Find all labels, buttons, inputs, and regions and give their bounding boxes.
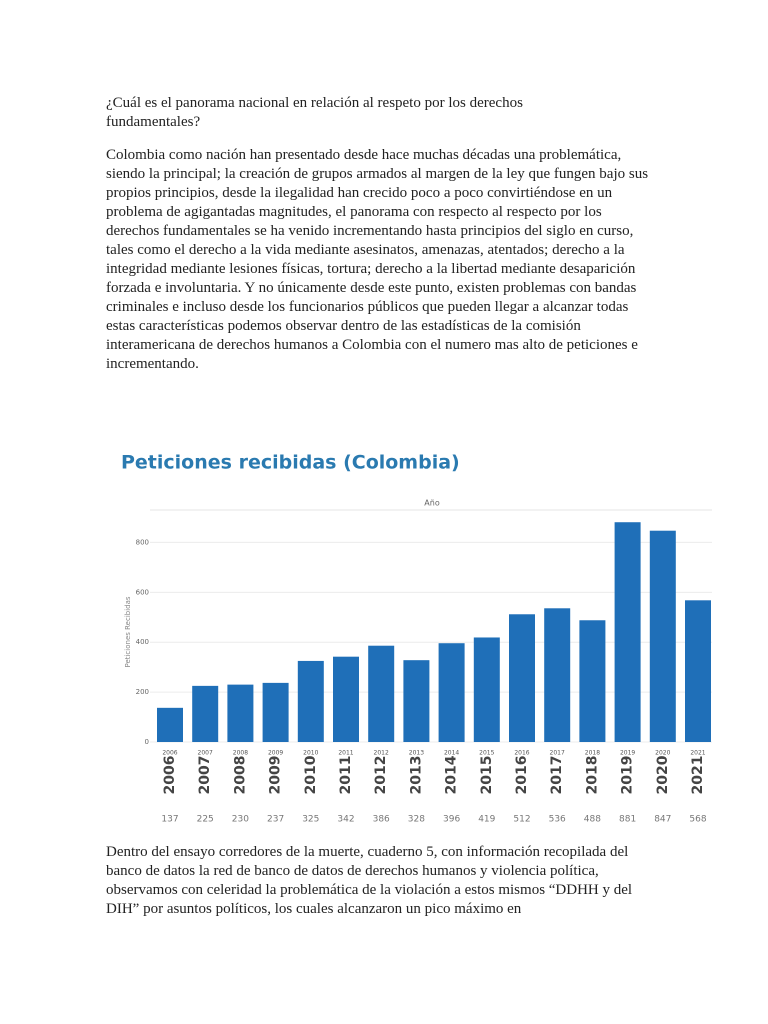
year-label: 2015	[479, 756, 495, 795]
year-label: 2013	[408, 756, 424, 795]
bar	[403, 660, 430, 742]
value-label: 328	[408, 815, 425, 825]
bar	[333, 656, 359, 742]
value-label: 536	[549, 815, 566, 825]
y-tick-label: 800	[136, 538, 149, 546]
value-label: 847	[654, 815, 671, 825]
year-label: 2009	[268, 756, 284, 795]
year-label: 2019	[620, 756, 636, 795]
year-label: 2012	[373, 756, 389, 795]
year-label: 2020	[655, 755, 671, 794]
bar	[509, 614, 535, 742]
year-label: 2021	[690, 756, 706, 795]
x-tick-label: 2009	[268, 750, 283, 757]
paragraph: Colombia como nación han presentado desd…	[106, 147, 649, 372]
x-tick-label: 2013	[409, 750, 424, 757]
question: ¿Cuál es el panorama nacional en relació…	[106, 95, 523, 130]
bar	[262, 682, 289, 742]
x-tick-label: 2016	[514, 750, 529, 757]
year-label: 2011	[338, 756, 354, 795]
year-label: 2016	[514, 756, 530, 795]
bar	[157, 707, 183, 742]
value-label: 342	[337, 815, 354, 825]
year-label: 2006	[162, 756, 178, 795]
x-tick-label: 2006	[162, 750, 177, 757]
value-label: 325	[302, 815, 319, 825]
chart-title: Peticiones recibidas (Colombia)	[121, 452, 460, 474]
x-axis-title: Año	[424, 499, 440, 508]
x-tick-label: 2011	[338, 750, 353, 757]
y-axis-title: Peticiones Recibidas	[124, 596, 132, 667]
paragraph: Dentro del ensayo corredores de la muert…	[106, 844, 633, 917]
y-tick-label: 0	[145, 738, 149, 746]
year-label: 2010	[303, 755, 319, 794]
value-label: 396	[443, 815, 460, 825]
bar	[297, 660, 324, 742]
x-tick-label: 2014	[444, 750, 459, 757]
year-label: 2017	[549, 756, 565, 795]
year-label: 2018	[584, 756, 600, 795]
x-tick-label: 2010	[303, 750, 318, 757]
x-tick-label: 2008	[233, 750, 248, 757]
chart: Peticiones recibidas (Colombia) Año Peti…	[121, 452, 712, 825]
x-tick-label: 2018	[585, 750, 600, 757]
x-tick-label: 2017	[550, 750, 565, 757]
bar	[192, 685, 219, 742]
value-label: 419	[478, 815, 495, 825]
x-tick-label: 2012	[374, 750, 389, 757]
bar	[614, 522, 641, 742]
x-tick-label: 2019	[620, 750, 635, 757]
value-label: 386	[373, 815, 390, 825]
y-tick-label: 600	[136, 588, 149, 596]
value-label: 237	[267, 815, 284, 825]
bar	[579, 620, 606, 742]
bar	[544, 608, 571, 742]
x-tick-label: 2015	[479, 750, 494, 757]
year-label: 2007	[197, 756, 213, 795]
value-label: 881	[619, 815, 636, 825]
value-label: 137	[161, 815, 178, 825]
x-tick-label: 2021	[690, 750, 705, 757]
y-tick-label: 400	[136, 638, 149, 646]
bar	[685, 600, 711, 742]
bar	[438, 643, 465, 742]
bar	[227, 684, 254, 742]
value-label: 488	[584, 815, 601, 825]
y-tick-label: 200	[136, 688, 149, 696]
value-label: 512	[513, 815, 530, 825]
x-tick-label: 2020	[655, 750, 670, 757]
bar	[649, 530, 676, 742]
bar	[368, 645, 395, 742]
bar	[473, 637, 500, 742]
year-label: 2014	[444, 755, 460, 794]
value-label: 230	[232, 815, 249, 825]
value-label: 225	[197, 815, 214, 825]
value-label: 568	[689, 815, 706, 825]
year-label: 2008	[232, 756, 248, 795]
x-tick-label: 2007	[198, 750, 213, 757]
